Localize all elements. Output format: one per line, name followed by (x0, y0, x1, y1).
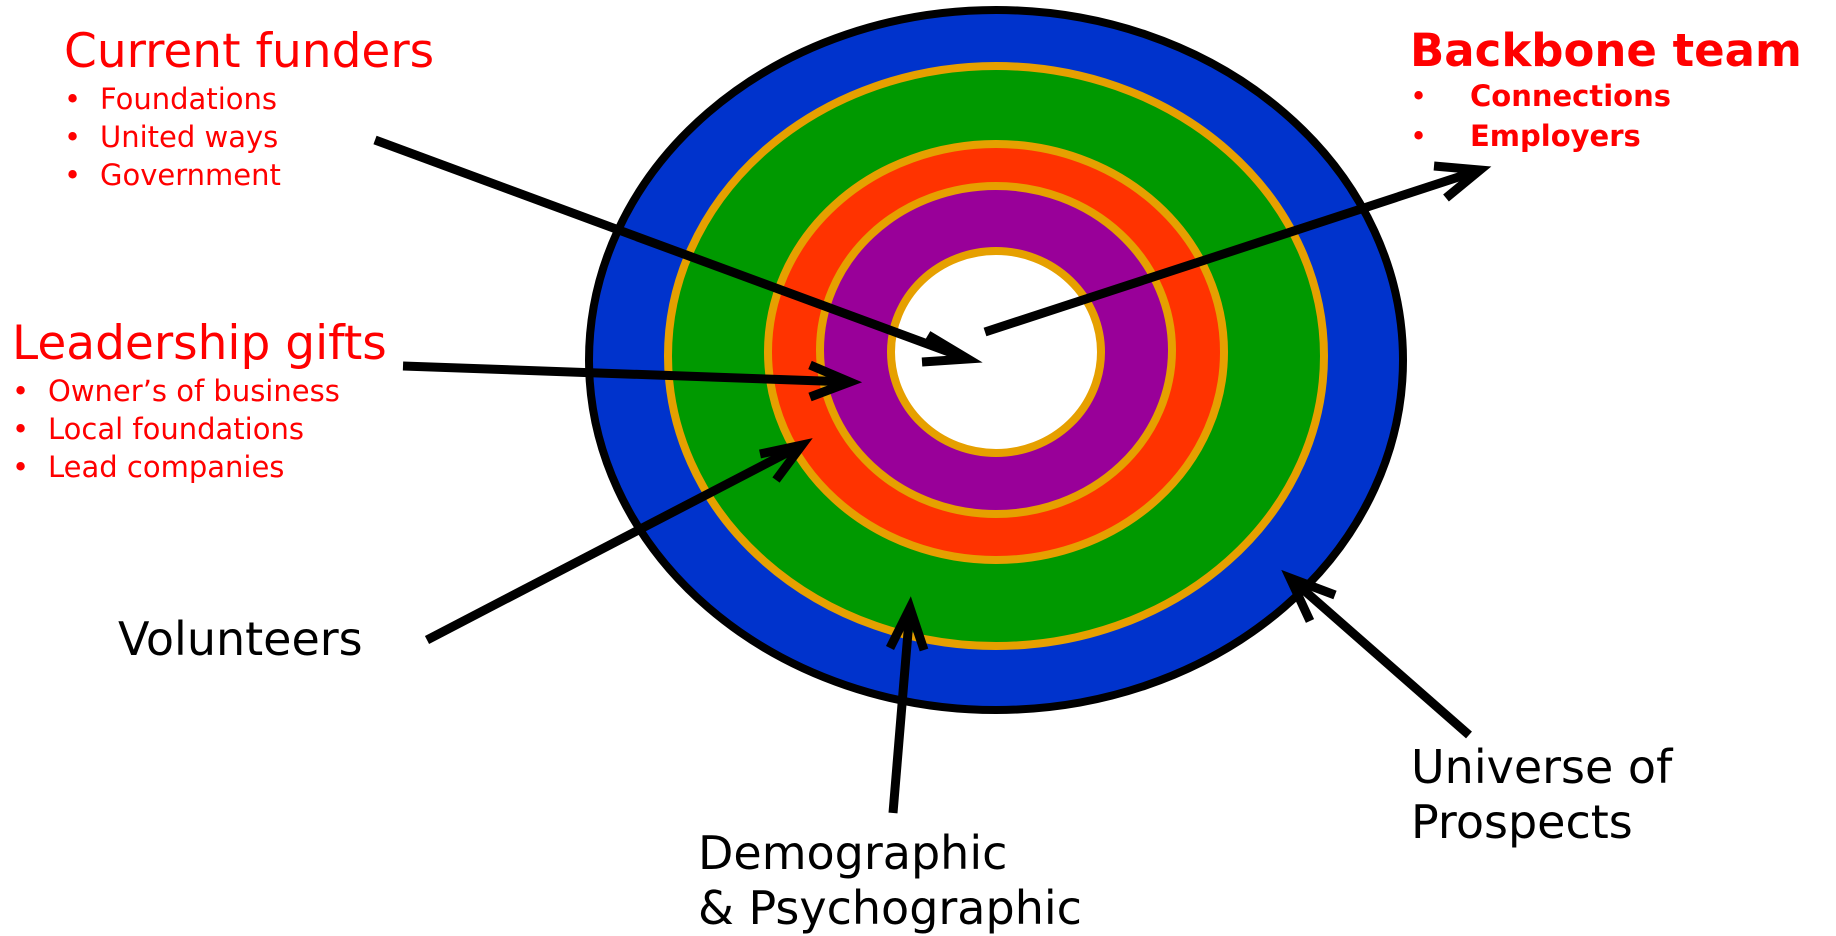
demographic-line1: Demographic (698, 826, 1008, 880)
list-item: • Owner’s of business (12, 373, 340, 408)
bullet-icon: • (64, 81, 82, 116)
demographic-label: Demographic & Psychographic (698, 826, 1082, 936)
universe-line2: Prospects (1411, 795, 1633, 849)
current-funders-list: • Foundations • United ways • Government (64, 80, 434, 194)
arrow-current-funders-head (921, 331, 983, 367)
list-item: • Government (64, 157, 281, 192)
arrow-volunteers-head (759, 438, 813, 483)
arrow-leadership-gifts (402, 361, 851, 387)
bullet-icon: • (1410, 78, 1428, 113)
backbone-team-group: Backbone team • Connections • Employers (1410, 26, 1802, 156)
backbone-team-title: Backbone team (1410, 24, 1802, 77)
leadership-gifts-list: • Owner’s of business • Local foundations … (12, 372, 387, 486)
bullet-icon: • (64, 119, 82, 154)
list-item: • Foundations (64, 81, 277, 116)
current-funders-title: Current funders (64, 24, 435, 79)
list-item: • Connections (1410, 76, 1802, 116)
universe-line1: Universe of (1411, 740, 1673, 794)
arrow-backbone-team-head (1433, 161, 1492, 202)
list-item: • Employers (1410, 116, 1802, 156)
volunteers-label: Volunteers (118, 612, 363, 666)
universe-label: Universe of Prospects (1411, 740, 1672, 850)
bullet-icon: • (12, 449, 30, 484)
demographic-line2: & Psychographic (698, 881, 1082, 935)
arrow-demographic-head (885, 596, 929, 652)
arrow-universe-head (1281, 569, 1337, 623)
leadership-gifts-title: Leadership gifts (12, 316, 387, 371)
bullet-icon: • (12, 373, 30, 408)
bullet-icon: • (12, 411, 30, 446)
backbone-team-list: • Connections • Employers (1410, 76, 1802, 156)
arrow-demographic (888, 607, 915, 814)
arrow-backbone-team (983, 165, 1482, 337)
list-item: • Local foundations (12, 411, 304, 446)
arrow-volunteers (424, 441, 805, 644)
leadership-gifts-group: Leadership gifts • Owner’s of business • L… (12, 318, 387, 486)
bullet-icon: • (64, 157, 82, 192)
list-item: • United ways (64, 119, 279, 154)
bullet-icon: • (1410, 118, 1428, 153)
arrow-current-funders (373, 135, 970, 364)
list-item: • Lead companies (12, 449, 285, 484)
arrow-universe (1287, 574, 1472, 739)
current-funders-group: Current funders • Foundations • United way… (64, 26, 434, 194)
ring-center-white (887, 247, 1105, 457)
arrow-leadership-gifts-head (808, 360, 863, 402)
